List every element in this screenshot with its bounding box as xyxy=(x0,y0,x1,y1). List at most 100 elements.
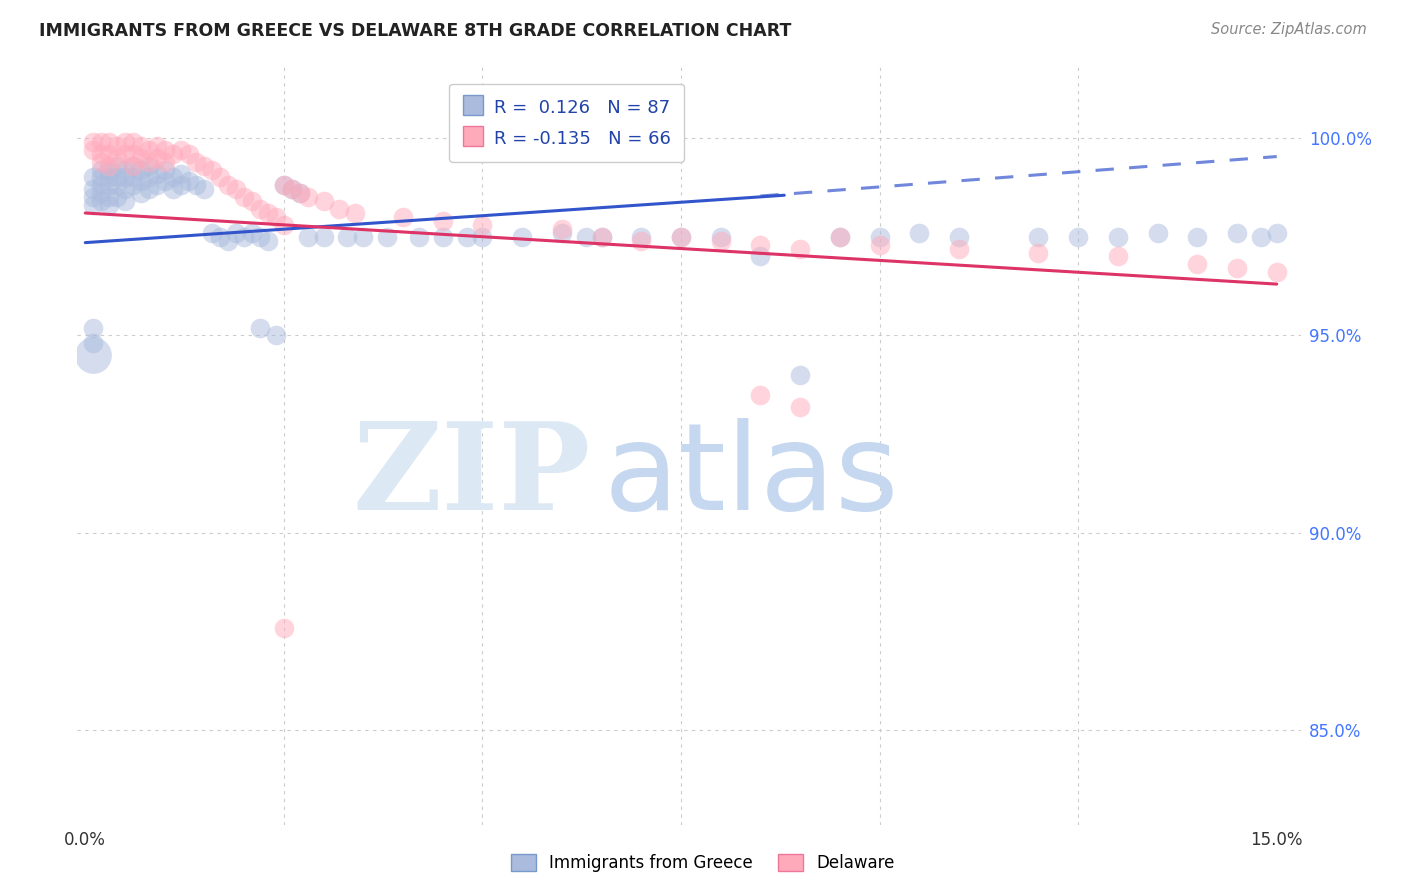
Point xyxy=(257,206,280,220)
Point xyxy=(233,229,256,244)
Point xyxy=(105,170,128,185)
Point xyxy=(169,178,191,193)
Point xyxy=(710,234,733,248)
Point xyxy=(138,143,160,157)
Point xyxy=(948,229,970,244)
Point xyxy=(869,237,891,252)
Point xyxy=(471,229,494,244)
Point xyxy=(264,210,287,224)
Point xyxy=(153,154,176,169)
Point xyxy=(908,226,931,240)
Point xyxy=(264,328,287,343)
Point xyxy=(82,336,104,351)
Point xyxy=(82,170,104,185)
Point xyxy=(789,400,811,414)
Point xyxy=(1107,249,1129,263)
Point xyxy=(90,135,112,149)
Point xyxy=(249,320,271,334)
Point xyxy=(138,170,160,185)
Point xyxy=(114,170,136,185)
Point xyxy=(273,621,295,635)
Point xyxy=(82,143,104,157)
Point xyxy=(575,229,598,244)
Point xyxy=(273,178,295,193)
Point xyxy=(98,159,121,173)
Point xyxy=(145,151,167,165)
Point xyxy=(456,229,478,244)
Point xyxy=(432,214,454,228)
Point xyxy=(153,174,176,188)
Point xyxy=(217,178,239,193)
Point xyxy=(344,206,367,220)
Point xyxy=(240,226,263,240)
Point xyxy=(98,190,121,204)
Point xyxy=(1226,226,1249,240)
Point xyxy=(82,348,104,362)
Point xyxy=(352,229,374,244)
Point xyxy=(471,218,494,232)
Point xyxy=(169,167,191,181)
Point xyxy=(162,182,184,196)
Point xyxy=(669,229,692,244)
Point xyxy=(630,234,652,248)
Point xyxy=(169,143,191,157)
Point xyxy=(273,178,295,193)
Point xyxy=(297,190,319,204)
Point xyxy=(98,198,121,212)
Point xyxy=(869,229,891,244)
Point xyxy=(225,182,247,196)
Point xyxy=(105,151,128,165)
Point xyxy=(105,190,128,204)
Point xyxy=(1265,265,1288,279)
Point xyxy=(281,182,304,196)
Point xyxy=(1067,229,1090,244)
Point xyxy=(98,162,121,177)
Point xyxy=(273,218,295,232)
Point xyxy=(281,182,304,196)
Point xyxy=(122,170,145,185)
Point xyxy=(209,229,232,244)
Point xyxy=(105,159,128,173)
Point xyxy=(828,229,851,244)
Point xyxy=(591,229,613,244)
Point xyxy=(114,194,136,209)
Point xyxy=(201,226,224,240)
Point xyxy=(328,202,350,216)
Point xyxy=(240,194,263,209)
Point xyxy=(1107,229,1129,244)
Point xyxy=(138,182,160,196)
Point xyxy=(288,186,311,201)
Point xyxy=(249,229,271,244)
Point xyxy=(145,167,167,181)
Point xyxy=(551,222,574,236)
Point xyxy=(177,174,200,188)
Point xyxy=(392,210,415,224)
Point xyxy=(591,229,613,244)
Point xyxy=(249,202,271,216)
Point xyxy=(114,135,136,149)
Point xyxy=(1265,226,1288,240)
Point xyxy=(98,146,121,161)
Point xyxy=(138,159,160,173)
Point xyxy=(710,229,733,244)
Point xyxy=(1250,229,1272,244)
Point xyxy=(122,178,145,193)
Legend: Immigrants from Greece, Delaware: Immigrants from Greece, Delaware xyxy=(503,846,903,880)
Point xyxy=(90,186,112,201)
Point xyxy=(186,154,208,169)
Point xyxy=(948,242,970,256)
Point xyxy=(432,229,454,244)
Legend: R =  0.126   N = 87, R = -0.135   N = 66: R = 0.126 N = 87, R = -0.135 N = 66 xyxy=(450,84,683,161)
Point xyxy=(114,162,136,177)
Point xyxy=(749,249,772,263)
Point xyxy=(217,234,239,248)
Point xyxy=(82,182,104,196)
Point xyxy=(177,146,200,161)
Point xyxy=(122,146,145,161)
Point xyxy=(630,229,652,244)
Point xyxy=(186,178,208,193)
Point xyxy=(193,182,215,196)
Point xyxy=(789,368,811,382)
Text: atlas: atlas xyxy=(603,417,898,535)
Point xyxy=(312,194,335,209)
